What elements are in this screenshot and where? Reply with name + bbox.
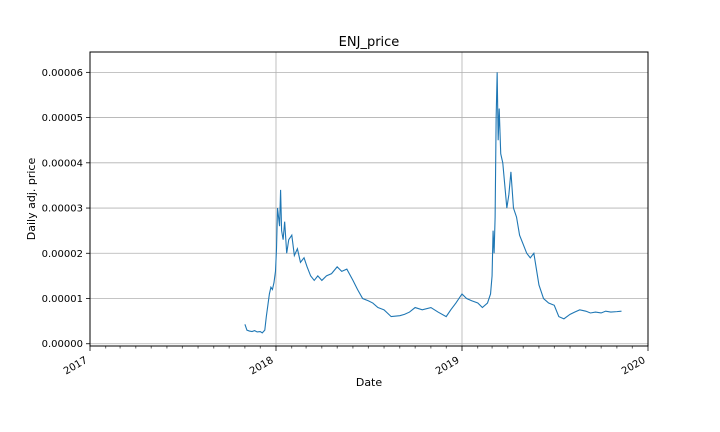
y-axis-ticks: 0.00000 0.00001 0.00002 0.00003 0.00004 0.000… — [42, 68, 90, 350]
series-line — [244, 72, 622, 334]
x-tick-label: 2017 — [62, 355, 90, 377]
y-tick-label: 0.00004 — [42, 158, 83, 169]
x-tick-label: 2020 — [620, 355, 648, 377]
y-tick-label: 0.00002 — [42, 249, 83, 260]
x-tick-label: 2018 — [248, 355, 276, 377]
grid — [89, 52, 649, 346]
y-axis-label: Daily adj. price — [25, 158, 38, 241]
y-tick-label: 0.00003 — [42, 204, 83, 215]
chart-title: ENJ_price — [339, 35, 400, 50]
y-tick-label: 0.00001 — [42, 294, 83, 305]
y-tick-label: 0.00005 — [42, 113, 83, 124]
x-axis-minor-ticks — [105, 346, 633, 349]
plot-frame — [89, 51, 649, 347]
x-tick-label: 2019 — [434, 355, 462, 377]
y-tick-label: 0.00000 — [42, 339, 83, 350]
x-axis-ticks: 2017 2018 2019 2020 — [62, 346, 649, 377]
y-tick-label: 0.00006 — [42, 68, 83, 79]
x-axis-label: Date — [356, 376, 383, 389]
